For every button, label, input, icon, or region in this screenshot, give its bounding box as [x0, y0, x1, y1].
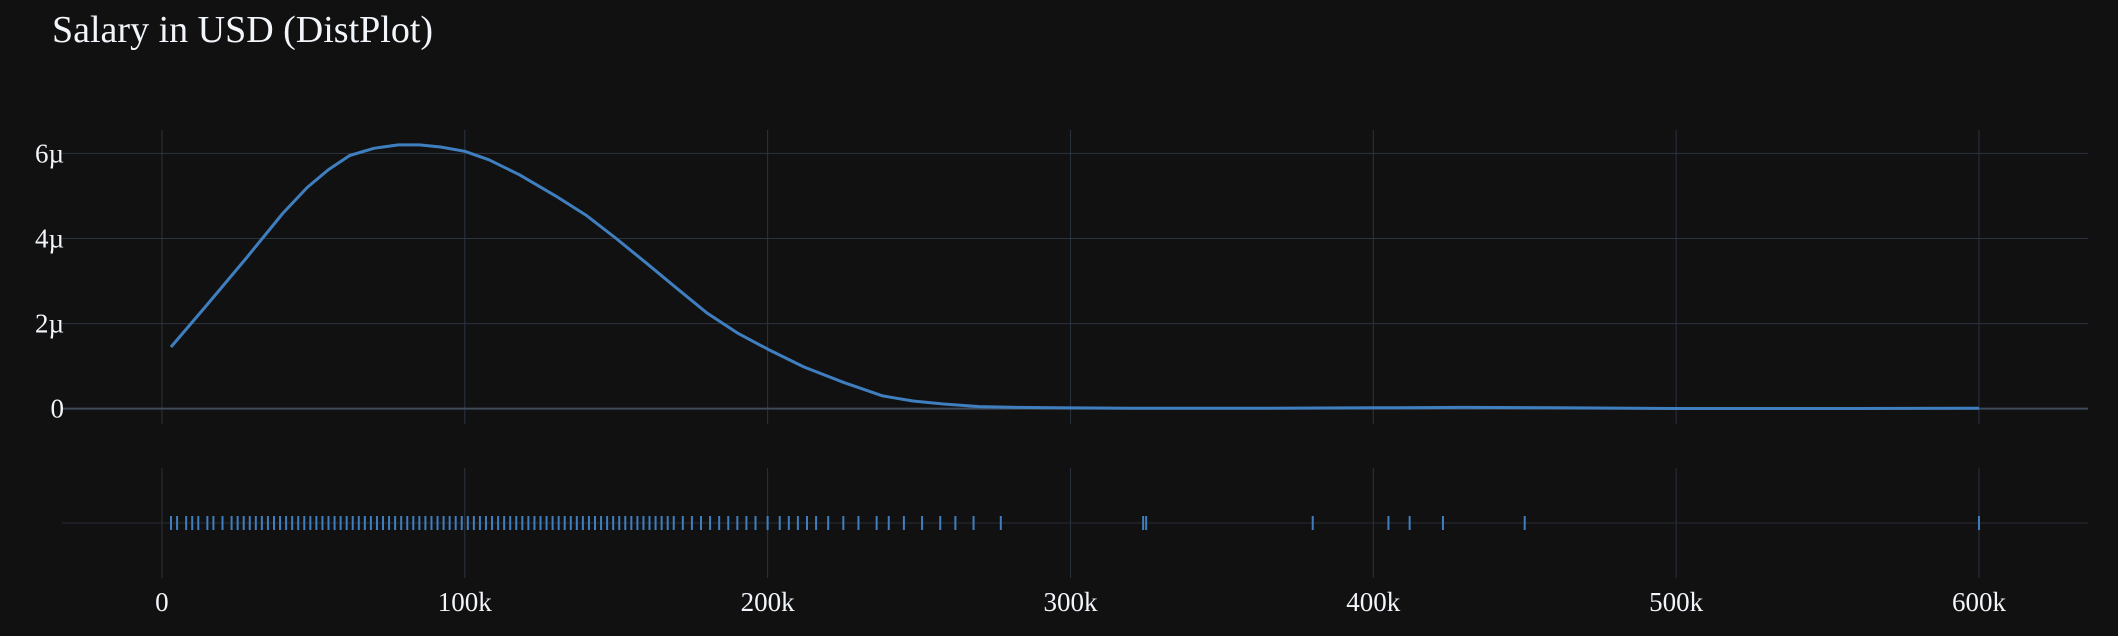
tick-labels: 0 100k 200k 300k 400k 500k 600k 0 2µ 4µ 6µ	[35, 138, 2007, 617]
x-tick-label: 200k	[741, 587, 796, 617]
x-tick-label: 400k	[1346, 587, 1401, 617]
x-tick-label: 0	[155, 587, 169, 617]
x-tick-label: 300k	[1043, 587, 1098, 617]
grid-lines	[62, 130, 2088, 578]
x-tick-label: 500k	[1649, 587, 1704, 617]
y-tick-label: 6µ	[35, 138, 64, 168]
y-tick-label: 4µ	[35, 223, 64, 253]
y-tick-label: 2µ	[35, 309, 64, 339]
x-tick-label: 100k	[438, 587, 493, 617]
data-layer	[169, 143, 1980, 530]
density-curve	[169, 143, 1980, 410]
y-tick-label: 0	[51, 394, 65, 424]
x-tick-label: 600k	[1952, 587, 2007, 617]
chart-title: Salary in USD (DistPlot)	[52, 9, 434, 51]
